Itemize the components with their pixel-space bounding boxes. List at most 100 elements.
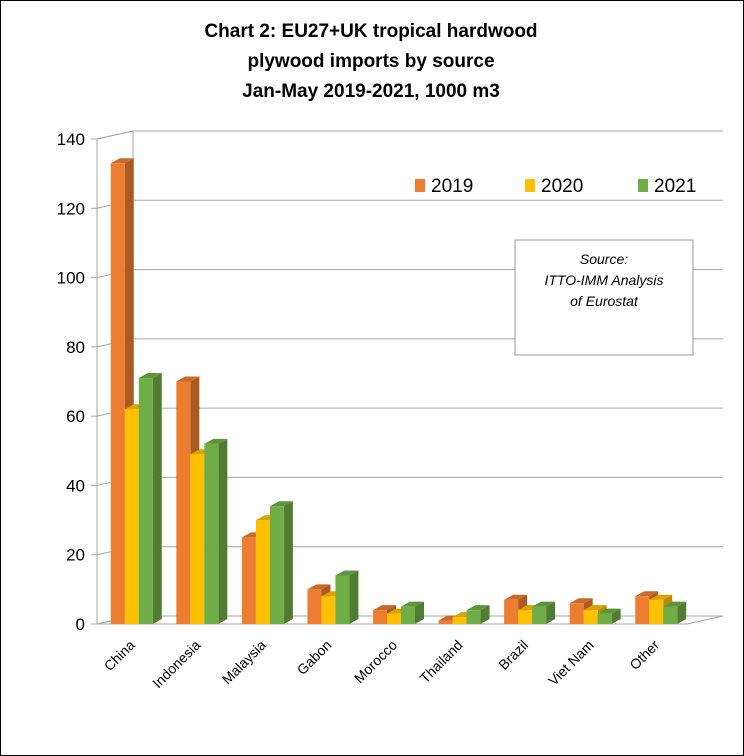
bar-front-face: [373, 610, 387, 624]
legend-label-2020: 2020: [541, 176, 583, 197]
title-line-2: plywood imports by source: [247, 51, 494, 72]
legend-label-2019: 2019: [431, 176, 473, 197]
x-axis-labels: China Indonesia Malaysia Gabon Morocco Thaila…: [101, 637, 663, 691]
x-tick-label: Gabon: [294, 637, 335, 678]
x-tick-label: Thailand: [416, 637, 465, 686]
bar-front-face: [321, 596, 336, 624]
bar-side-face: [283, 501, 293, 624]
bar-front-face: [518, 610, 533, 624]
bar-top-face: [110, 158, 134, 164]
bar-top-face: [138, 373, 162, 379]
bar-2021-viet-nam: [597, 608, 621, 624]
bar-front-face: [307, 589, 322, 624]
bar-top-face: [649, 594, 673, 600]
bar-side-face: [415, 601, 424, 624]
title-line-3: Jan-May 2019-2021, 1000 m3: [242, 81, 500, 102]
gridlines: [91, 130, 723, 625]
bar-front-face: [204, 443, 219, 624]
legend-label-2021: 2021: [654, 176, 696, 197]
bar-front-face: [269, 506, 284, 624]
source-line-2: ITTO-IMM Analysis: [544, 272, 663, 288]
x-tick-label: Other: [626, 637, 662, 673]
source-box-border: [514, 239, 694, 356]
bars: [110, 158, 687, 624]
bar-top-face: [204, 438, 228, 444]
bar-2021-indonesia: [204, 438, 228, 624]
bar-top-face: [597, 608, 621, 614]
bar-side-face: [152, 373, 162, 624]
bar-2021-morocco: [401, 601, 424, 624]
bar-top-face: [466, 605, 490, 611]
source-annotation: Source: ITTO-IMM Analysis of Eurostat: [514, 239, 694, 356]
y-tick-label: 60: [66, 407, 85, 426]
y-tick-label: 20: [66, 546, 85, 565]
bar-top-face: [532, 601, 556, 607]
bar-top-face: [269, 501, 293, 507]
bar-side-face: [611, 608, 621, 624]
bar-front-face: [635, 596, 650, 624]
x-tick-label: Brazil: [495, 637, 531, 673]
y-tick-label: 0: [76, 615, 85, 634]
legend-swatch-2019: [415, 179, 425, 192]
bar-side-face: [480, 605, 490, 624]
bar-2021-thailand: [466, 605, 490, 624]
chart-title: Chart 2: EU27+UK tropical hardwood plywo…: [204, 21, 537, 102]
bar-front-face: [401, 606, 415, 624]
bar-side-face: [546, 601, 556, 624]
bar-side-face: [349, 570, 359, 624]
bar-top-face: [335, 570, 359, 576]
legend-swatch-2020: [525, 179, 535, 192]
bar-front-face: [138, 378, 153, 624]
bar-front-face: [649, 599, 664, 624]
bar-top-face: [307, 584, 331, 590]
bar-2021-brazil: [532, 601, 556, 624]
bar-side-face: [677, 601, 687, 624]
bar-front-face: [597, 613, 612, 624]
bar-front-face: [110, 163, 125, 624]
source-line-3: of Eurostat: [570, 293, 639, 309]
bar-front-face: [190, 454, 205, 624]
bar-2021-other: [663, 601, 687, 624]
x-tick-label: Indonesia: [149, 637, 203, 691]
bar-top-face: [583, 605, 607, 611]
bar-top-face: [663, 601, 687, 607]
y-tick-label: 120: [57, 199, 85, 218]
bar-front-face: [466, 610, 481, 624]
bar-top-face: [176, 376, 200, 382]
y-tick-label: 40: [66, 476, 85, 495]
y-tick-label: 80: [66, 338, 85, 357]
bar-front-face: [532, 606, 547, 624]
x-tick-label: Viet Nam: [545, 637, 597, 689]
bar-front-face: [387, 613, 401, 624]
gridline-side: [96, 130, 134, 140]
legend-swatch-2021: [638, 179, 648, 192]
bar-front-face: [583, 610, 598, 624]
bar-front-face: [663, 606, 678, 624]
bar-top-face: [401, 601, 424, 607]
title-line-1: Chart 2: EU27+UK tropical hardwood: [204, 21, 537, 42]
bar-side-face: [218, 438, 228, 624]
source-line-1: Source:: [580, 251, 628, 267]
legend: 2019 2020 2021: [415, 176, 696, 197]
bar-front-face: [438, 620, 453, 624]
bar-front-face: [452, 617, 467, 624]
bar-2021-china: [138, 373, 162, 624]
bar-front-face: [255, 520, 270, 624]
bar-2021-gabon: [335, 570, 359, 624]
bar-front-face: [124, 409, 139, 624]
bar-2021-malaysia: [269, 501, 293, 624]
bar-top-face: [569, 598, 593, 604]
bar-front-face: [241, 537, 256, 624]
bar-top-face: [635, 591, 659, 597]
bar-top-face: [373, 605, 396, 611]
y-tick-label: 140: [57, 130, 85, 149]
bar-front-face: [569, 603, 584, 624]
bar-top-face: [504, 594, 528, 600]
y-tick-label: 100: [57, 269, 85, 288]
bar-front-face: [335, 575, 350, 624]
bar-front-face: [176, 381, 191, 624]
y-axis-ticks: 0 20 40 60 80 100 120 140: [57, 130, 85, 634]
x-tick-label: Malaysia: [219, 637, 270, 688]
